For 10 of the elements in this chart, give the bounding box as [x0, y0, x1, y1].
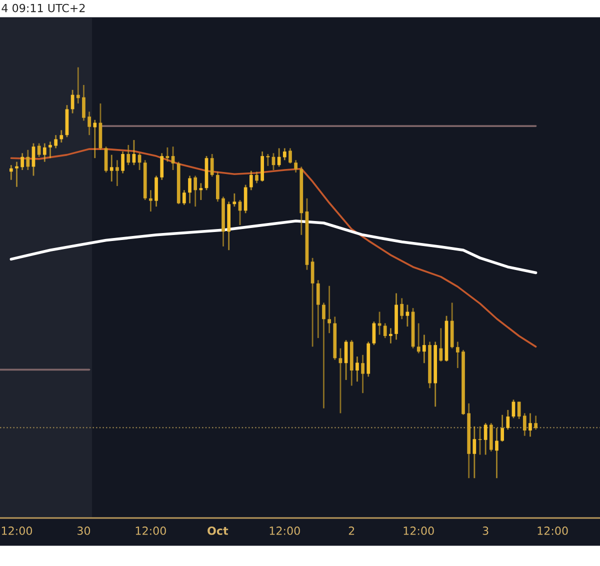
x-tick-label: 12:00 — [136, 526, 166, 535]
x-tick-label: Oct — [208, 526, 228, 535]
text: 4 09:11 UTC+2 — [2, 4, 85, 12]
x-tick-label: 12:00 — [2, 526, 32, 535]
x-tick-label: 30 — [78, 526, 90, 535]
x-tick-label: 12:00 — [538, 526, 568, 535]
x-tick-label: 12:00 — [404, 526, 434, 535]
x-tick-label: 3 — [482, 526, 488, 535]
x-tick-label: 2 — [348, 526, 354, 535]
x-tick-label: 12:00 — [270, 526, 300, 535]
